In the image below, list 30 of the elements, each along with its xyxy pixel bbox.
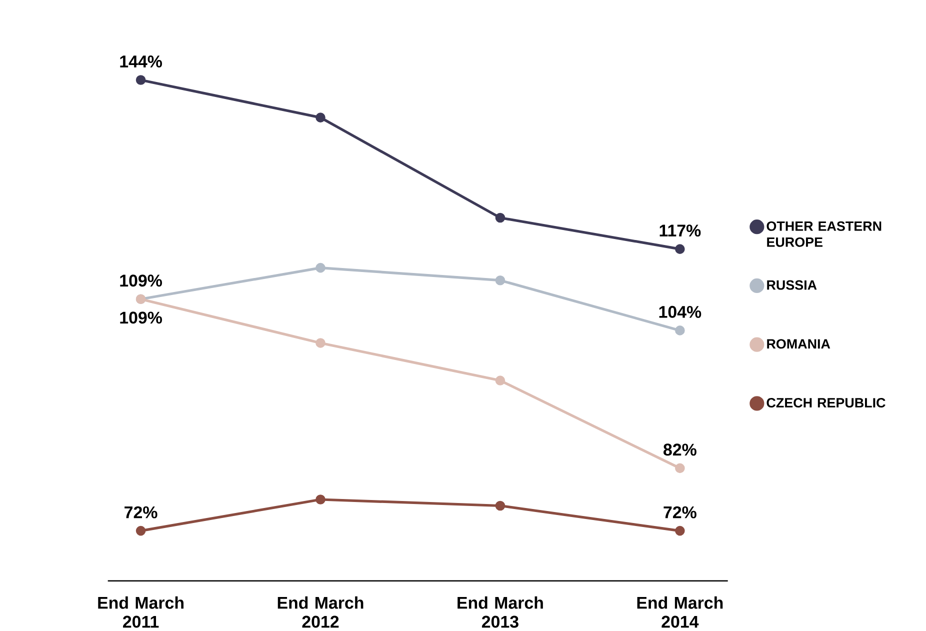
point <box>675 463 685 474</box>
point <box>495 275 506 286</box>
point <box>495 500 506 511</box>
point <box>675 244 685 254</box>
data-label: 144% <box>120 56 162 68</box>
point <box>316 338 326 348</box>
legend-label: ROMANIA <box>767 339 830 349</box>
point <box>675 326 685 336</box>
point <box>495 376 506 386</box>
point <box>316 494 326 504</box>
data-label: 104% <box>659 306 702 318</box>
x-tick-label: End March 2014 <box>637 596 723 628</box>
data-label: 82% <box>664 444 696 456</box>
x-tick-label: End March 2012 <box>278 596 364 628</box>
point <box>675 526 685 536</box>
data-label: 109% <box>120 274 162 287</box>
point <box>316 112 326 122</box>
point <box>136 75 146 85</box>
data-label: 109% <box>120 312 162 324</box>
point <box>495 212 506 223</box>
legend-label: CZECH REPUBLIC <box>766 398 886 408</box>
point <box>316 262 326 273</box>
x-tick-label: End March 2013 <box>458 596 543 628</box>
legend-label: OTHER EASTERN EUROPE <box>766 221 882 247</box>
data-label: 117% <box>660 224 701 237</box>
point <box>136 526 146 536</box>
x-tick-label: End March 2011 <box>98 596 184 628</box>
legend-label: RUSSIA <box>767 280 817 290</box>
data-label: 72% <box>664 506 696 518</box>
data-label: 72% <box>124 506 158 518</box>
